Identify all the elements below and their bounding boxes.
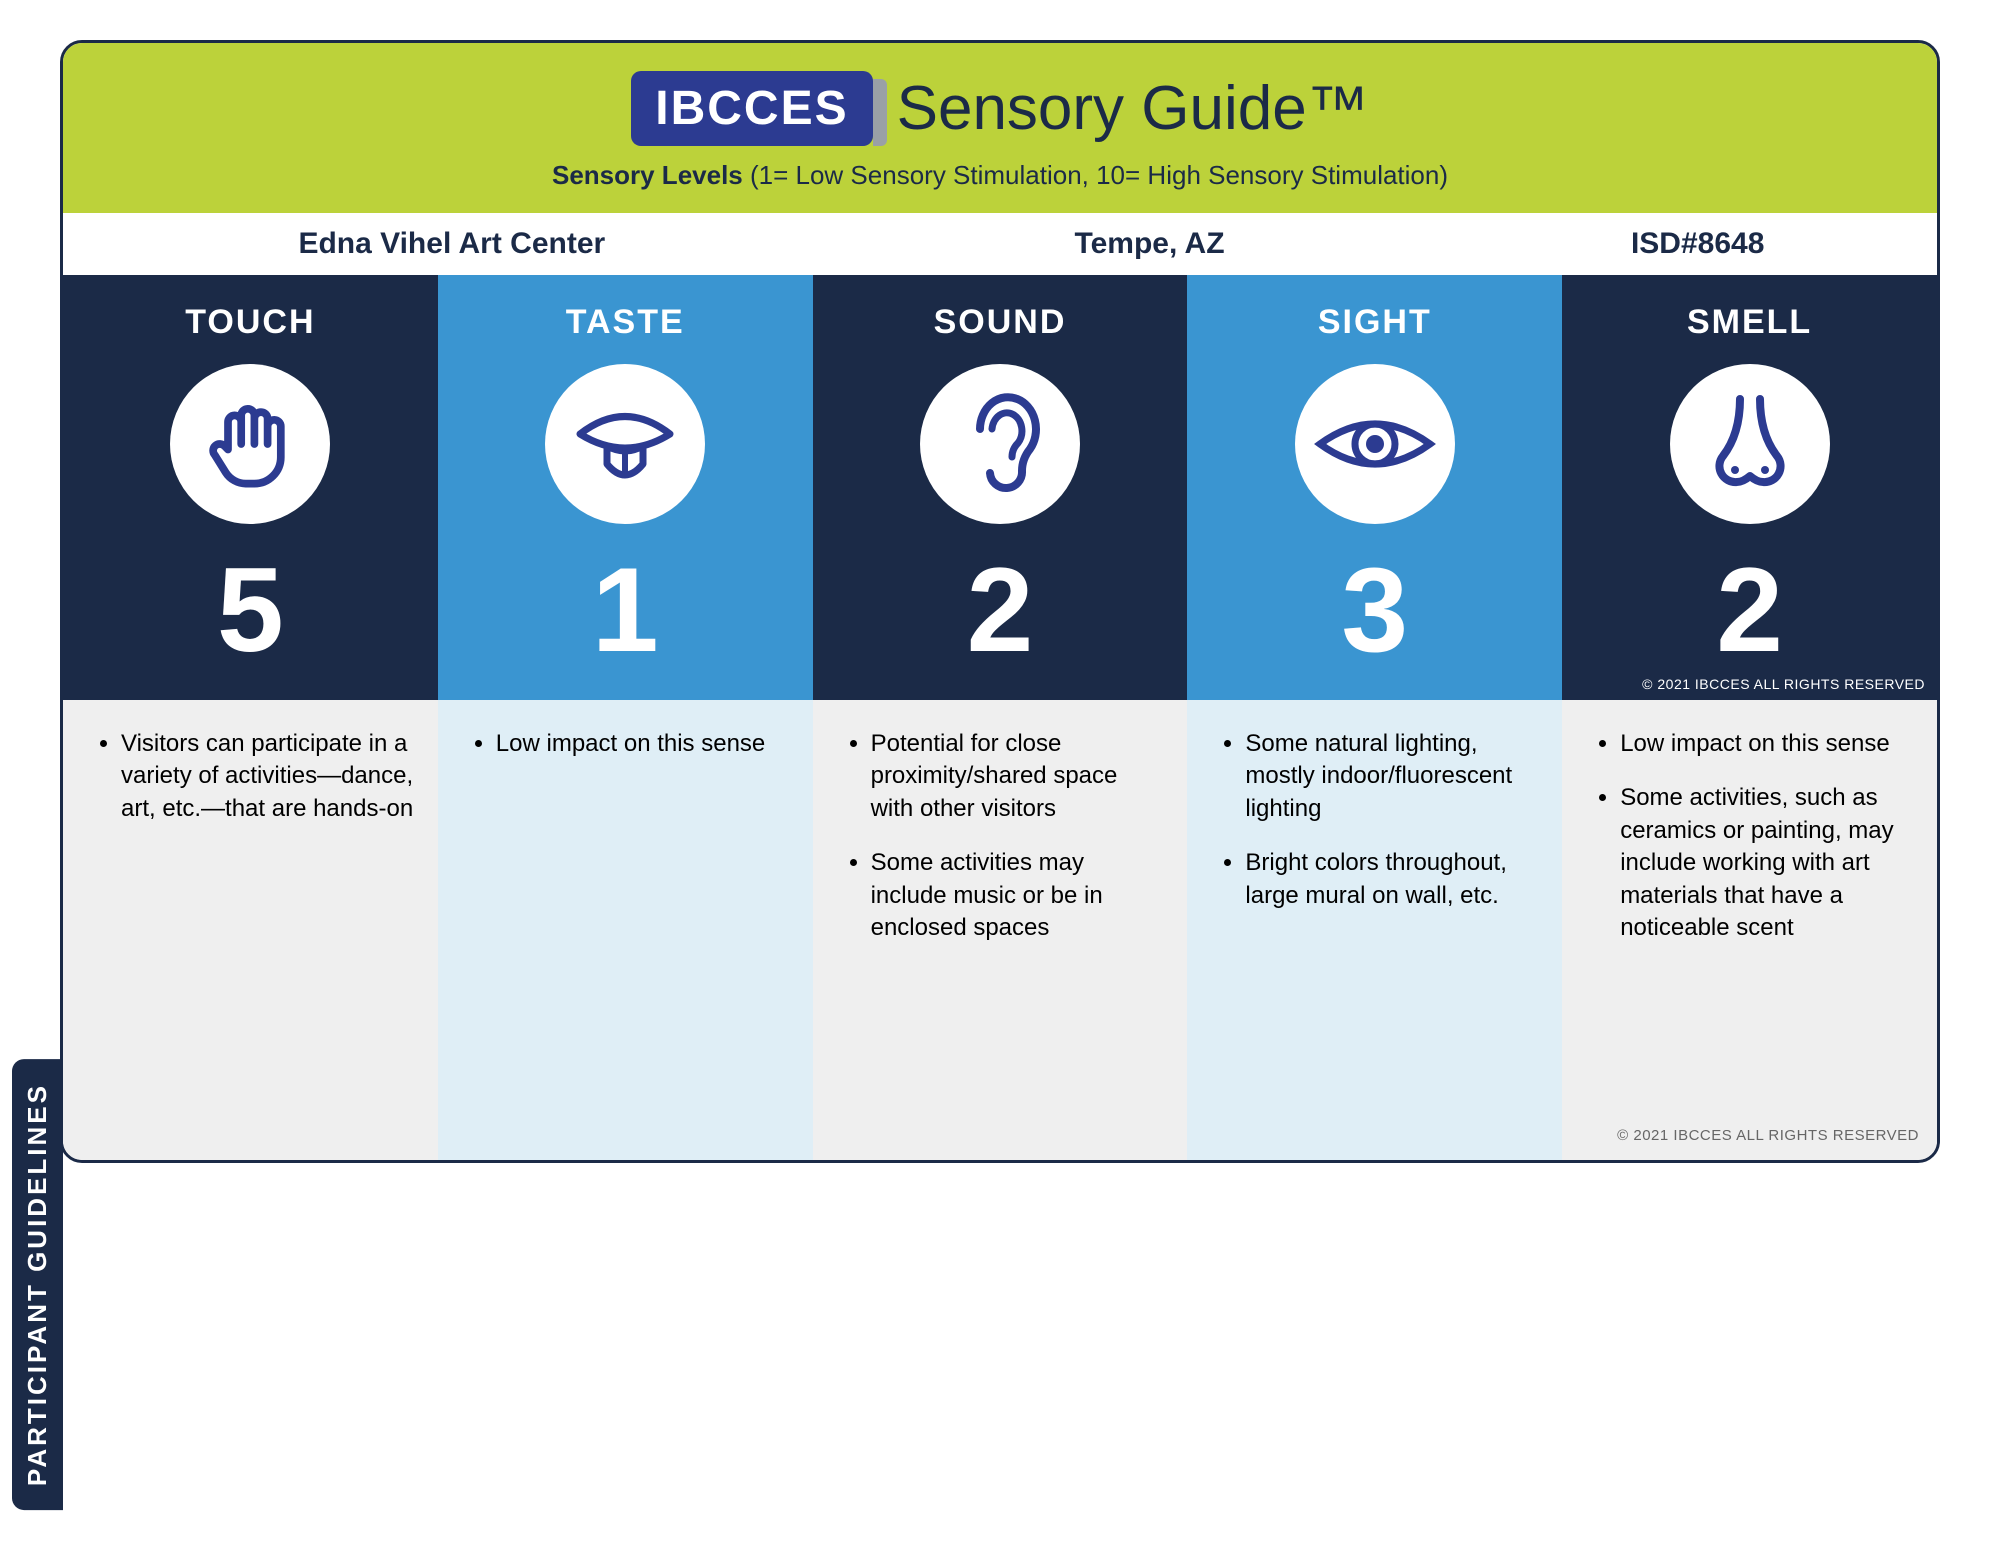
- sense-column-smell: SMELL 2 © 2021 IBCCES ALL RIGHTS RESERVED L…: [1562, 275, 1937, 1160]
- info-bar: Edna Vihel Art Center Tempe, AZ ISD#8648: [63, 213, 1937, 275]
- guideline-item: Low impact on this sense: [1620, 728, 1913, 760]
- ear-icon: [920, 364, 1080, 524]
- sense-header: TOUCH 5: [63, 275, 438, 700]
- guideline-list: Low impact on this sense: [470, 728, 789, 760]
- sense-header: SOUND 2: [813, 275, 1188, 700]
- sense-column-sight: SIGHT 3 Some natural lighting, mostly indo…: [1187, 275, 1562, 1160]
- participant-guidelines-tab: PARTICIPANT GUIDELINES: [12, 1059, 63, 1510]
- sense-header: SIGHT 3: [1187, 275, 1562, 700]
- copyright-text: © 2021 IBCCES ALL RIGHTS RESERVED: [1617, 1126, 1919, 1146]
- mouth-icon: [545, 364, 705, 524]
- logo-row: IBCCES Sensory Guide™: [631, 71, 1368, 146]
- sense-columns: TOUCH 5 Visitors can participate in a vari…: [63, 275, 1937, 1160]
- guideline-list: Low impact on this sense Some activities,…: [1594, 728, 1913, 944]
- sense-column-touch: TOUCH 5 Visitors can participate in a vari…: [63, 275, 438, 1160]
- guideline-item: Some activities may include music or be …: [871, 847, 1164, 944]
- sense-label: TASTE: [448, 303, 803, 342]
- nose-icon: [1670, 364, 1830, 524]
- sense-score: 3: [1197, 550, 1552, 670]
- header: IBCCES Sensory Guide™ Sensory Levels (1=…: [63, 43, 1937, 213]
- subtitle-rest: (1= Low Sensory Stimulation, 10= High Se…: [743, 160, 1448, 190]
- guideline-item: Some activities, such as ceramics or pai…: [1620, 782, 1913, 944]
- venue-location: Tempe, AZ: [801, 227, 1499, 261]
- sense-header: SMELL 2 © 2021 IBCCES ALL RIGHTS RESERVED: [1562, 275, 1937, 700]
- sense-column-sound: SOUND 2 Potential for close proximity/shar…: [813, 275, 1188, 1160]
- isd-number: ISD#8648: [1498, 227, 1897, 261]
- venue-name: Edna Vihel Art Center: [103, 227, 801, 261]
- sense-score: 5: [73, 550, 428, 670]
- sense-guidelines: Visitors can participate in a variety of…: [63, 700, 438, 1160]
- sense-header: TASTE 1: [438, 275, 813, 700]
- guideline-item: Low impact on this sense: [496, 728, 789, 760]
- sensory-guide-card: IBCCES Sensory Guide™ Sensory Levels (1=…: [60, 40, 1940, 1163]
- sense-guidelines: Low impact on this sense Some activities,…: [1562, 700, 1937, 1160]
- sense-score: 2: [823, 550, 1178, 670]
- sense-guidelines: Potential for close proximity/shared spa…: [813, 700, 1188, 1160]
- sense-label: SMELL: [1572, 303, 1927, 342]
- sense-label: SIGHT: [1197, 303, 1552, 342]
- subtitle: Sensory Levels (1= Low Sensory Stimulati…: [83, 160, 1917, 191]
- sense-score: 1: [448, 550, 803, 670]
- guideline-list: Some natural lighting, mostly indoor/flu…: [1219, 728, 1538, 912]
- eye-icon: [1295, 364, 1455, 524]
- subtitle-bold: Sensory Levels: [552, 160, 743, 190]
- sense-guidelines: Low impact on this sense: [438, 700, 813, 1160]
- guideline-list: Visitors can participate in a variety of…: [95, 728, 414, 825]
- guideline-list: Potential for close proximity/shared spa…: [845, 728, 1164, 944]
- guideline-item: Visitors can participate in a variety of…: [121, 728, 414, 825]
- sense-label: SOUND: [823, 303, 1178, 342]
- page-title: Sensory Guide™: [897, 73, 1369, 144]
- copyright-text: © 2021 IBCCES ALL RIGHTS RESERVED: [1642, 676, 1925, 692]
- sense-guidelines: Some natural lighting, mostly indoor/flu…: [1187, 700, 1562, 1160]
- sense-label: TOUCH: [73, 303, 428, 342]
- hand-icon: [170, 364, 330, 524]
- ibcces-logo: IBCCES: [631, 71, 872, 146]
- guideline-item: Some natural lighting, mostly indoor/flu…: [1245, 728, 1538, 825]
- sense-score: 2: [1572, 550, 1927, 670]
- sense-column-taste: TASTE 1 Low impact on this sense: [438, 275, 813, 1160]
- guideline-item: Potential for close proximity/shared spa…: [871, 728, 1164, 825]
- guideline-item: Bright colors throughout, large mural on…: [1245, 847, 1538, 912]
